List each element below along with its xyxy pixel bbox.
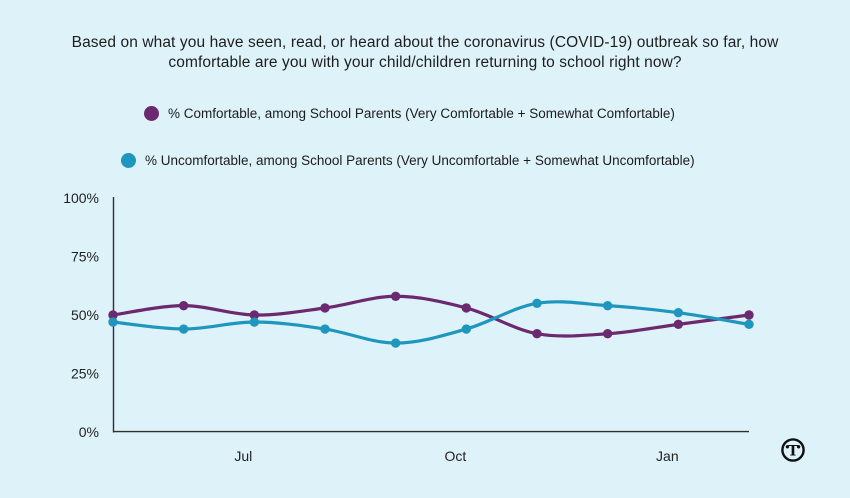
naps-logo-icon: T [781, 438, 805, 462]
data-point-comfortable [178, 300, 189, 311]
data-point-uncomfortable [744, 319, 754, 330]
y-tick-label: 75% [71, 249, 99, 265]
x-tick-label: Jul [234, 448, 252, 464]
data-point-comfortable [673, 319, 684, 330]
legend-label-comfortable: % Comfortable, among School Parents (Ver… [168, 105, 675, 121]
data-point-comfortable [744, 310, 754, 320]
data-point-uncomfortable [320, 324, 330, 334]
y-tick-label: 50% [71, 307, 99, 323]
data-point-comfortable [602, 329, 613, 339]
x-tick-label: Oct [444, 448, 466, 464]
data-point-uncomfortable [602, 300, 613, 311]
data-point-uncomfortable [249, 317, 260, 327]
uncomfortable-series-swatch-icon [121, 152, 136, 168]
legend-item-uncomfortable: % Uncomfortable, among School Parents (V… [121, 152, 695, 168]
chart-title-line1: Based on what you have seen, read, or he… [71, 34, 779, 51]
data-point-comfortable [320, 303, 330, 313]
y-tick-label: 25% [71, 366, 99, 382]
series-line-comfortable [111, 294, 751, 338]
logo-circle [781, 438, 805, 462]
y-tick-label: 100% [63, 190, 99, 206]
data-point-comfortable [532, 329, 542, 339]
logo-curl-right [796, 445, 801, 449]
data-point-comfortable [461, 303, 472, 313]
chart-title-line2: comfortable are you with your child/chil… [168, 54, 682, 71]
series-line-uncomfortable [111, 300, 751, 345]
comfortable-series-swatch-icon [144, 105, 159, 121]
data-point-uncomfortable [390, 338, 401, 348]
data-point-comfortable [108, 310, 118, 320]
data-point-uncomfortable [461, 324, 472, 334]
legend-label-uncomfortable: % Uncomfortable, among School Parents (V… [145, 152, 695, 168]
logo-letter: T [788, 443, 799, 459]
data-point-comfortable [390, 291, 401, 301]
logo-curl-left [785, 445, 790, 449]
data-point-comfortable [249, 310, 260, 320]
data-point-uncomfortable [178, 324, 189, 334]
chart-title: Based on what you have seen, read, or he… [0, 33, 850, 73]
data-point-uncomfortable [108, 317, 118, 327]
y-tick-label: 0% [79, 424, 99, 440]
x-tick-label: Jan [656, 448, 679, 464]
data-point-uncomfortable [532, 298, 542, 308]
legend-item-comfortable: % Comfortable, among School Parents (Ver… [144, 105, 675, 121]
data-point-uncomfortable [673, 307, 684, 318]
